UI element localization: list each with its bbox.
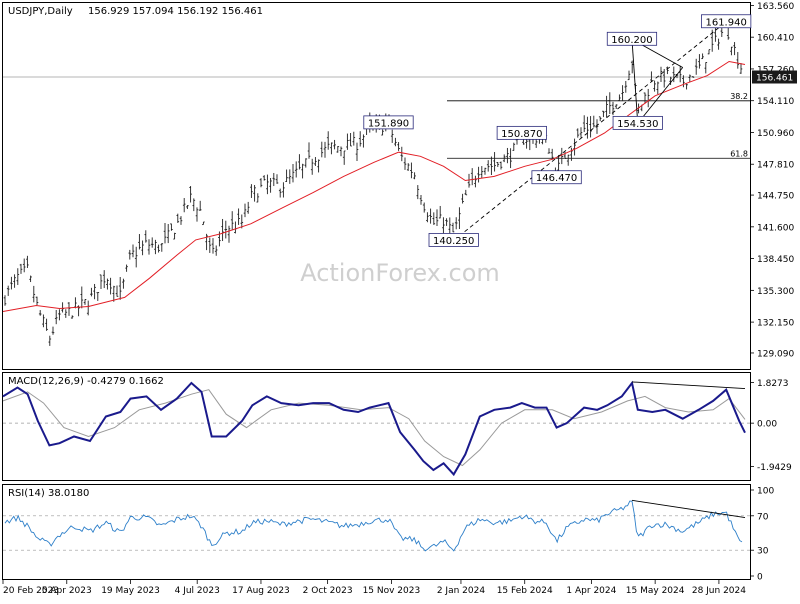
- price-label-box: [363, 115, 414, 130]
- axis-layer: 163.560 160.410 157.260 154.110 150.960 147.8…: [2, 2, 797, 596]
- x-axis-label: 4 Jul 2023: [175, 586, 220, 596]
- x-axis-label: 2 Jan 2024: [437, 586, 485, 596]
- macd-panel-frame: [2, 372, 751, 481]
- price-axis-label: 147.810: [757, 161, 794, 171]
- price-panel-frame: [2, 2, 751, 370]
- macd-axis-label: 0.00: [757, 420, 777, 430]
- price-axis-label: 141.600: [757, 223, 794, 233]
- price-label-text: 150.870: [501, 129, 542, 140]
- candles-group: [3, 17, 743, 346]
- rsi-line: [4, 500, 743, 552]
- rsi-axis-label: 30: [757, 547, 769, 557]
- rsi-trendline: [631, 499, 746, 518]
- macd-layer: [2, 380, 750, 477]
- x-axis-label: 15 Feb 2024: [497, 586, 553, 596]
- x-axis-label: 1 Apr 2024: [566, 586, 616, 596]
- price-label-box: [428, 233, 479, 247]
- current-price-label: 156.461: [756, 73, 793, 83]
- macd-axis-label: 1.8273: [757, 379, 789, 389]
- price-label-box: [612, 115, 663, 130]
- rsi-axis-label: 0: [757, 573, 763, 583]
- price-axis-label: 160.410: [757, 34, 794, 44]
- price-trendline: [453, 21, 727, 241]
- fib-level-label: 61.8: [730, 149, 748, 158]
- macd-signal-line: [2, 389, 746, 467]
- rsi-title: RSI(14) 38.0180: [8, 488, 89, 499]
- price-label-text: 151.890: [368, 118, 409, 129]
- price-label-box: [701, 14, 752, 29]
- watermark: ActionForex.com: [300, 259, 500, 287]
- price-axis-label: 129.090: [757, 349, 794, 359]
- price-label: 140.250: [428, 233, 479, 247]
- price-axis-label: 157.260: [757, 65, 794, 75]
- price-label-box: [496, 125, 547, 140]
- price-label-text: 154.530: [617, 119, 658, 130]
- macd-title: MACD(12,26,9) -0.4279 0.1662: [8, 376, 164, 387]
- x-axis-label: 2 Oct 2023: [303, 586, 353, 596]
- price-label-box: [531, 170, 582, 185]
- price-axis-label: 135.300: [757, 287, 794, 297]
- price-label-text: 146.470: [536, 173, 577, 184]
- x-axis-label: 20 Feb 2023: [3, 586, 59, 596]
- price-label: 146.470: [531, 170, 582, 185]
- price-axis-label: 163.560: [757, 2, 794, 12]
- price-axis-label: 144.750: [757, 192, 794, 202]
- price-label: 154.530: [612, 115, 663, 130]
- x-axis-label: 28 Jun 2024: [692, 586, 746, 596]
- price-axis-label: 150.960: [757, 129, 794, 139]
- price-label: 160.200: [606, 31, 658, 46]
- macd-axis-label: -1.9429: [757, 463, 792, 473]
- price-axis-label: 138.450: [757, 255, 794, 265]
- price-label: 151.890: [363, 115, 414, 130]
- rsi-panel-frame: [2, 484, 751, 580]
- rsi-axis-label: 100: [757, 487, 774, 497]
- price-label-text: 160.200: [611, 35, 652, 46]
- x-axis-label: 15 May 2024: [626, 586, 685, 596]
- x-axis-label: 19 May 2023: [101, 586, 160, 596]
- x-axis-label: 17 Aug 2023: [232, 586, 290, 596]
- macd-trendline: [631, 381, 746, 390]
- fib-level-label: 38.2: [730, 92, 748, 101]
- rsi-axis-label: 70: [757, 512, 769, 522]
- price-label-text: 140.250: [433, 236, 474, 247]
- price-header: USDJPY,Daily 156.929 157.094 156.192 156…: [8, 6, 263, 17]
- current-price-badge: [752, 70, 797, 84]
- price-label-text: 161.940: [705, 17, 746, 28]
- chart-symbol: USDJPY,Daily: [8, 6, 73, 17]
- price-label: 150.870: [496, 125, 547, 140]
- price-trendline: [631, 39, 639, 124]
- price-label: 161.940: [701, 14, 752, 29]
- x-axis-label: 15 Nov 2023: [363, 586, 421, 596]
- x-axis-label: 5 Apr 2023: [42, 586, 92, 596]
- chart-ohlc: 156.929 157.094 156.192 156.461: [88, 6, 263, 17]
- price-axis-label: 132.150: [757, 319, 794, 329]
- price-axis-label: 154.110: [757, 97, 794, 107]
- price-trendline: [637, 67, 684, 124]
- price-label-box: [606, 31, 658, 46]
- price-layer: 38.2 61.8 161.940 160.200 154.530 151.890 150.…: [2, 14, 752, 346]
- macd-line: [2, 380, 746, 477]
- rsi-layer: [3, 499, 750, 552]
